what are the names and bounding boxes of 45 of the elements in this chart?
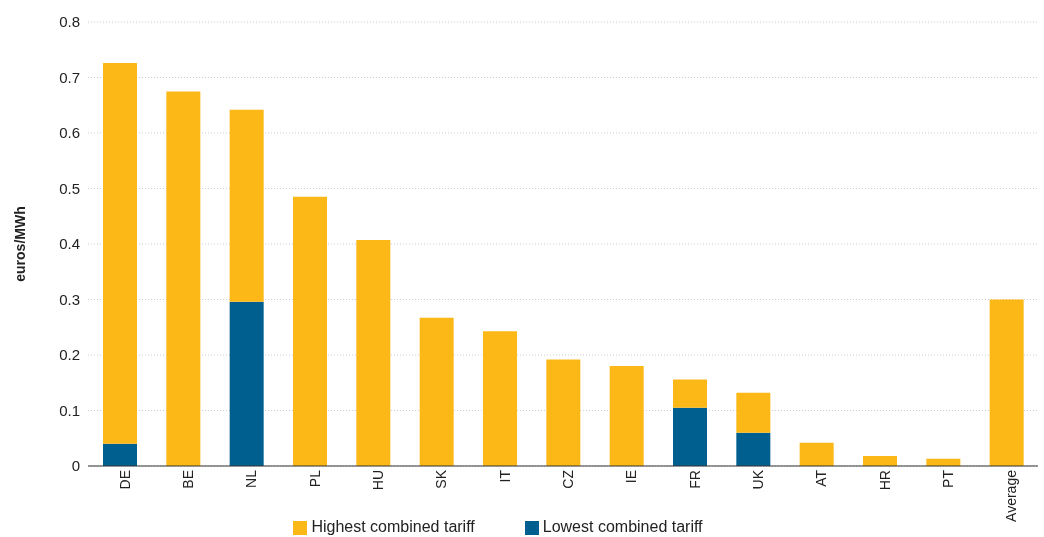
bar (229, 301, 264, 466)
x-tick-label: IT (496, 469, 513, 483)
y-tick-label: 0.5 (59, 179, 80, 197)
x-tick-label: HU (369, 470, 386, 491)
x-tick-label: BE (179, 470, 196, 489)
bar (736, 432, 771, 466)
bar (736, 392, 771, 433)
x-tick-label: SK (433, 469, 450, 489)
y-axis-title: euros/MWh (11, 206, 28, 282)
y-tick-label: 0 (71, 457, 80, 475)
bar (863, 456, 897, 466)
x-tick-label: AT (813, 469, 830, 487)
y-tick-label: 0.1 (59, 401, 80, 419)
bar (483, 331, 517, 466)
x-tick-label: FR (686, 470, 703, 489)
bar (989, 299, 1024, 466)
x-tick-label: Average (1003, 469, 1020, 522)
y-tick-label: 0.7 (59, 68, 80, 86)
legend-label: Highest combined tariff (311, 518, 475, 535)
bar (166, 91, 201, 466)
x-tick-label: HR (876, 470, 893, 491)
y-tick-label: 0.4 (59, 235, 80, 253)
bar (103, 63, 137, 444)
bar (229, 109, 264, 302)
bar (546, 359, 581, 466)
x-tick-label: DE (116, 470, 133, 490)
bar (799, 442, 834, 466)
bar (419, 317, 454, 466)
x-tick-label: UK (749, 469, 766, 490)
x-tick-label: CZ (559, 469, 576, 489)
x-tick-label: PT (939, 469, 956, 488)
x-tick-label: NL (243, 469, 260, 488)
x-tick-label: IE (623, 470, 640, 484)
bar (103, 443, 137, 466)
legend-label: Lowest combined tariff (542, 518, 703, 535)
x-tick-label: PL (306, 469, 323, 488)
y-tick-label: 0.3 (59, 290, 80, 308)
bar (356, 240, 391, 466)
bar (673, 379, 707, 408)
bar (293, 196, 327, 466)
y-tick-label: 0.8 (59, 13, 80, 31)
bar (673, 407, 707, 466)
y-tick-label: 0.6 (59, 124, 80, 142)
y-tick-label: 0.2 (59, 346, 80, 364)
bar (609, 366, 644, 466)
